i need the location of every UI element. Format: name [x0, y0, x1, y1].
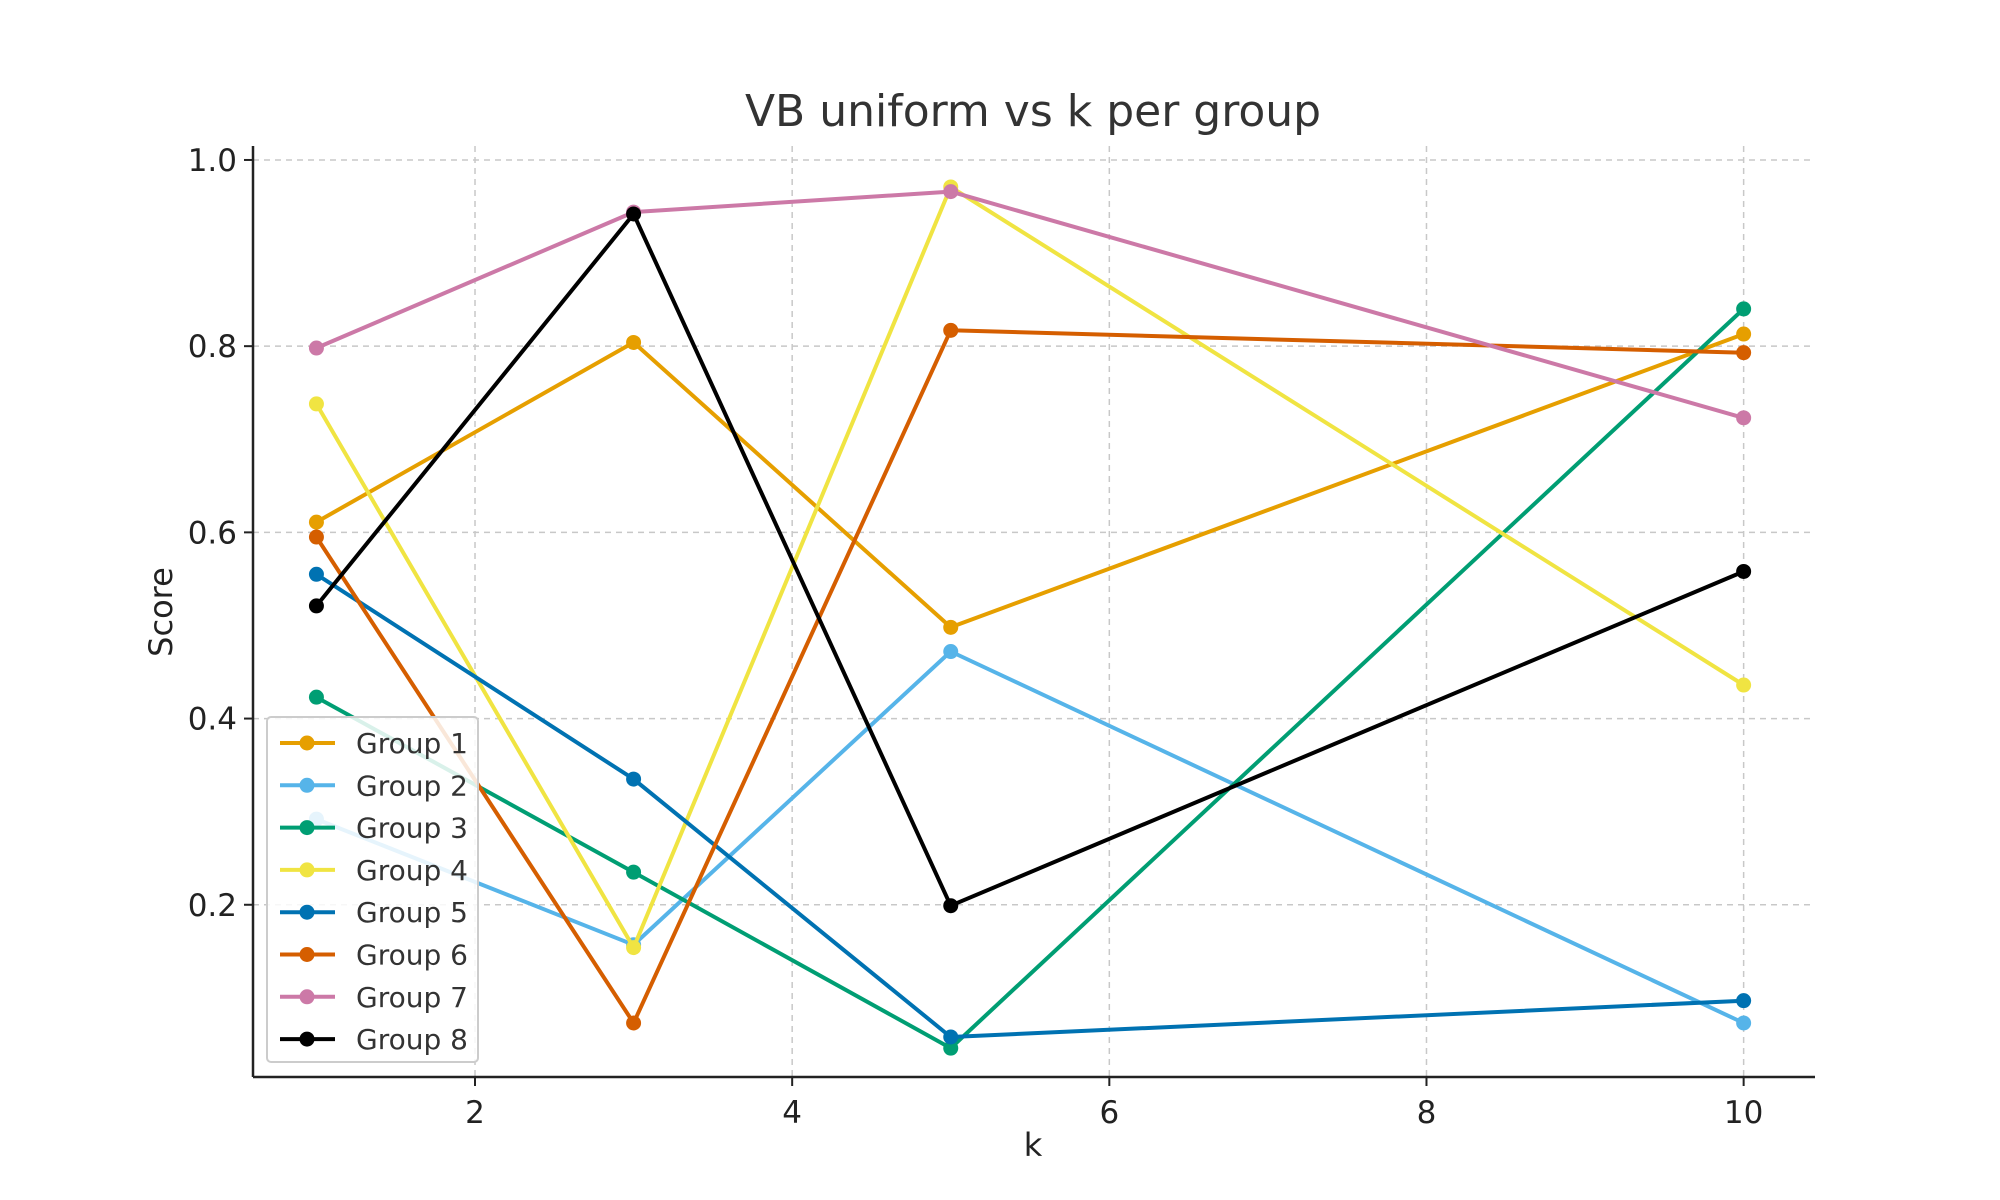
data-point [943, 1029, 959, 1045]
legend-item-6: Group 6 [280, 939, 468, 972]
data-point [1736, 326, 1752, 342]
data-point [1736, 301, 1752, 317]
series-line-8 [314, 212, 1745, 908]
series-group-3 [308, 301, 1752, 1056]
data-point [1736, 563, 1752, 579]
legend-item-5: Group 5 [280, 896, 468, 929]
data-point [943, 322, 959, 338]
data-point [943, 619, 959, 635]
data-point [626, 334, 642, 350]
series-line-1 [315, 332, 1745, 630]
data-point [308, 340, 324, 356]
legend-item-8: Group 8 [280, 1023, 468, 1056]
legend-swatch-marker [299, 820, 315, 836]
series-group-8 [308, 206, 1752, 914]
data-point [943, 184, 959, 200]
series-line-3 [315, 307, 1745, 1051]
legend-item-1: Group 1 [280, 727, 468, 760]
series-line-4 [314, 185, 1745, 950]
data-point [943, 1040, 959, 1056]
legend-label: Group 4 [356, 854, 468, 887]
legend-label: Group 1 [356, 727, 468, 760]
x-tick-label: 2 [465, 1095, 485, 1131]
y-tick-label: 0.8 [188, 329, 237, 365]
legend-frame [266, 716, 479, 1063]
x-axis-label: k [1024, 1126, 1043, 1164]
legend-item-3: Group 3 [280, 812, 468, 845]
data-point [308, 689, 324, 705]
series-group-4 [308, 179, 1752, 956]
data-point [1736, 677, 1752, 693]
y-tick-label: 0.6 [188, 515, 237, 551]
data-point [308, 529, 324, 545]
series-line-7 [315, 189, 1745, 420]
series-group-1 [308, 326, 1752, 635]
legend-label: Group 2 [356, 769, 468, 802]
legend-items: Group 1 Group 2 Group 3 Group 4 Group 5 Group… [280, 727, 468, 1056]
series-line-2 [315, 649, 1745, 1025]
chart-title: VB uniform vs k per group [745, 86, 1321, 137]
data-point [1736, 345, 1752, 361]
data-point [626, 771, 642, 787]
legend-swatch-marker [299, 862, 315, 878]
legend-label: Group 8 [356, 1023, 468, 1056]
legend-swatch-marker [299, 1031, 315, 1047]
legend-label: Group 5 [356, 896, 468, 929]
data-point [626, 940, 642, 956]
legend-swatch-marker [299, 777, 315, 793]
legend-label: Group 3 [356, 812, 468, 845]
legend-label: Group 6 [356, 939, 468, 972]
legend-swatch-marker [299, 989, 315, 1005]
data-point [943, 644, 959, 660]
data-point [943, 898, 959, 914]
legend-swatch-marker [299, 735, 315, 751]
x-tick-label: 8 [1417, 1095, 1437, 1131]
axes [251, 146, 1815, 1079]
data-point [1736, 993, 1752, 1009]
legend-label: Group 7 [356, 981, 468, 1014]
legend-swatch-marker [299, 947, 315, 962]
data-point [308, 566, 324, 582]
data-point [1736, 1015, 1752, 1031]
x-tick-label: 10 [1724, 1095, 1763, 1131]
data-point [308, 514, 324, 530]
series-lines [308, 179, 1752, 1056]
legend-item-2: Group 2 [280, 769, 468, 802]
legend-item-7: Group 7 [280, 981, 468, 1014]
legend: Group 1 Group 2 Group 3 Group 4 Group 5 Group… [266, 716, 479, 1063]
grid-lines [253, 146, 1815, 1077]
legend-item-4: Group 4 [280, 854, 468, 887]
data-point [626, 864, 642, 880]
x-tick-label: 6 [1099, 1095, 1119, 1131]
legend-swatch-marker [299, 904, 315, 920]
data-point [308, 396, 324, 412]
data-point [626, 1015, 642, 1031]
data-point [308, 598, 324, 614]
series-line-6 [314, 328, 1744, 1025]
y-axis-label: Score [142, 567, 180, 657]
series-group-7 [308, 184, 1752, 426]
y-tick-label: 0.4 [188, 702, 237, 738]
series-group-5 [308, 566, 1752, 1045]
data-point [1736, 410, 1752, 426]
x-tick-label: 4 [782, 1095, 802, 1131]
data-point [626, 206, 642, 222]
y-tick-label: 0.2 [188, 888, 237, 924]
tick-marks: 2 4 6 8 10 0.2 0.4 0.6 0.8 1.0 [188, 143, 1764, 1131]
y-tick-label: 1.0 [188, 143, 237, 179]
series-line-5 [315, 572, 1744, 1039]
